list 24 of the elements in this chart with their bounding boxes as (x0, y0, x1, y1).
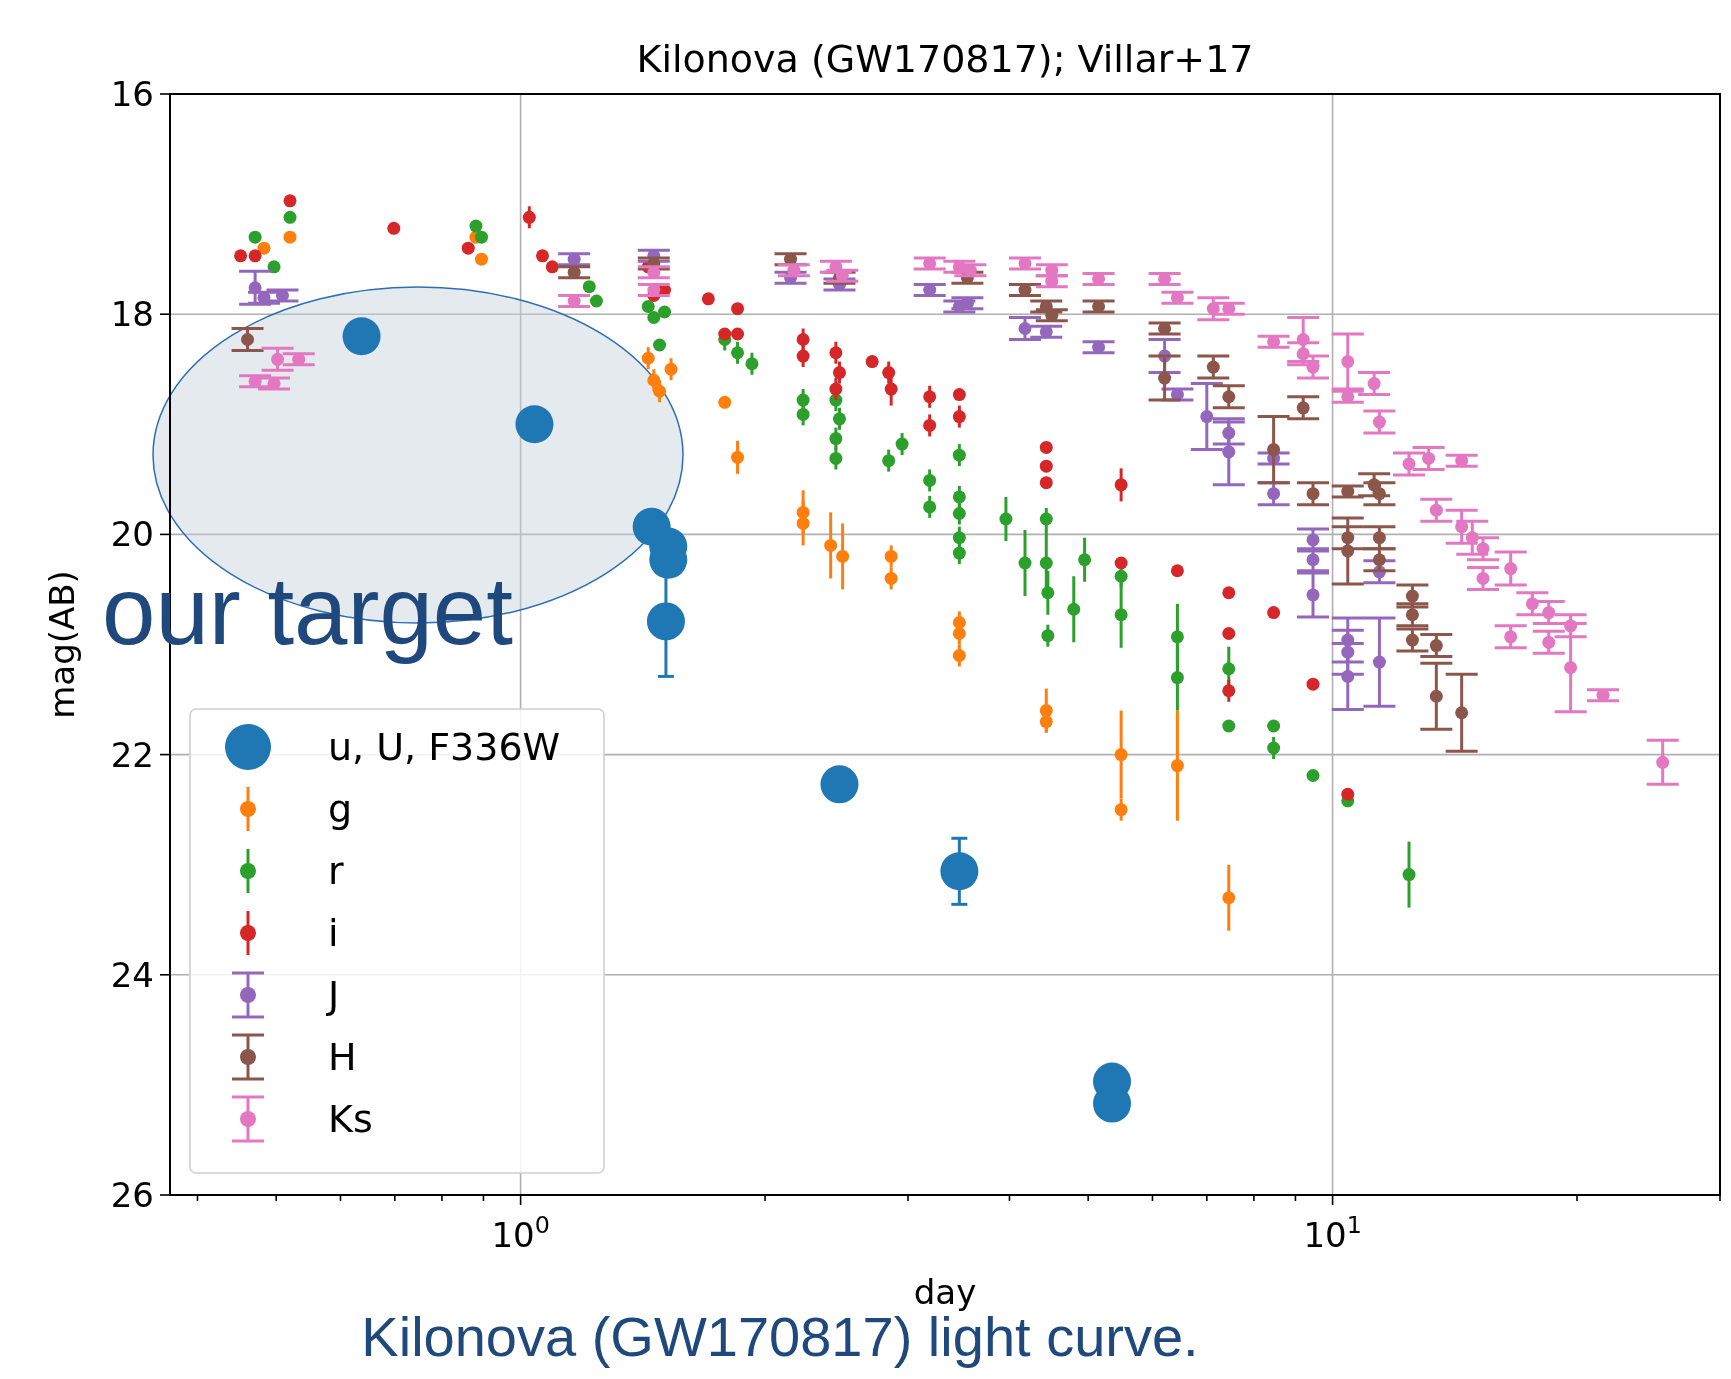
legend-entry: Ks (232, 1095, 373, 1143)
legend-label: r (328, 849, 344, 894)
y-tick-label: 24 (110, 954, 154, 995)
legend-entry: g (240, 787, 353, 832)
legend-label: J (326, 973, 340, 1018)
y-tick-label: 18 (110, 294, 154, 335)
legend-entry: u, U, F336W (225, 724, 561, 770)
y-tick-label: 26 (110, 1174, 154, 1215)
y-axis-title: mag(AB) (42, 570, 82, 719)
legend-label: Ks (328, 1097, 373, 1142)
legend-label: g (328, 787, 353, 832)
legend-label: i (328, 911, 339, 956)
legend-entry: J (232, 971, 340, 1019)
y-tick-label: 20 (110, 514, 154, 555)
x-tick-label: 10$^{0}$ (491, 1211, 550, 1255)
legend-entry: i (240, 911, 339, 956)
legend-entry: r (240, 849, 344, 894)
y-tick-label: 16 (110, 73, 154, 114)
chart-title: Kilonova (GW170817); Villar+17 (636, 37, 1254, 81)
legend-label: u, U, F336W (328, 725, 561, 770)
x-tick-label: 10$^{1}$ (1303, 1211, 1362, 1255)
legend-label: H (328, 1035, 357, 1080)
legend-entry: H (232, 1033, 357, 1081)
y-tick-label: 22 (110, 734, 154, 775)
